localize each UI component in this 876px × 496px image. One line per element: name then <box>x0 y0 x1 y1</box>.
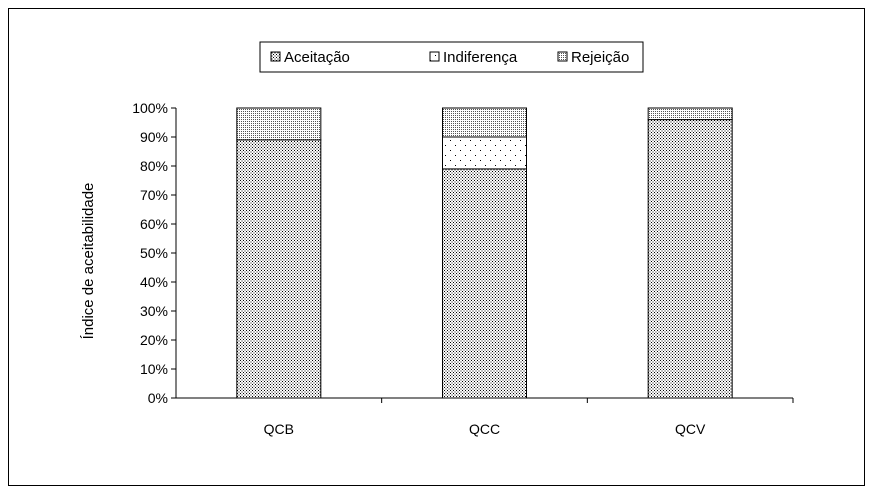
y-tick-label: 20% <box>140 332 168 348</box>
bars <box>236 107 733 399</box>
y-tick-label: 10% <box>140 361 168 377</box>
x-axis-ticks: QCB QCC QCV <box>264 398 794 437</box>
y-tick-label: 80% <box>140 158 168 174</box>
bar-qcb-rejeicao <box>236 107 322 141</box>
legend-box <box>259 41 644 73</box>
legend-swatch-aceitacao <box>270 51 281 62</box>
legend-label-rejeicao: Rejeição <box>571 49 629 66</box>
bar-qcb-aceitacao <box>236 139 322 399</box>
legend-swatch-indiferenca <box>429 51 440 62</box>
chart-frame: Aceitação Indiferença Rejeição Índice de a… <box>8 8 865 486</box>
legend-label-aceitacao: Aceitação <box>284 49 350 66</box>
y-tick-label: 60% <box>140 216 168 232</box>
y-axis-label: Índice de aceitabilidade <box>80 183 97 340</box>
legend-label-indiferenca: Indiferença <box>443 49 518 66</box>
y-axis-ticks: 0% 10% 20% 30% 40% 50% 60% 70% 80% 90% 100% <box>132 100 176 406</box>
y-tick-label: 0% <box>148 390 168 406</box>
stacked-bar-chart: Aceitação Indiferença Rejeição Índice de a… <box>80 41 794 437</box>
y-tick-label: 40% <box>140 274 168 290</box>
y-tick-label: 100% <box>132 100 168 116</box>
bar-qcc-aceitacao <box>442 168 527 399</box>
legend-swatch-rejeicao <box>557 51 568 62</box>
bar-qcv-rejeicao <box>647 107 733 121</box>
y-tick-label: 50% <box>140 245 168 261</box>
x-tick-label-qcv: QCV <box>675 421 706 437</box>
x-tick-label-qcc: QCC <box>469 421 500 437</box>
y-tick-label: 70% <box>140 187 168 203</box>
y-tick-label: 30% <box>140 303 168 319</box>
bar-qcc-rejeicao <box>442 107 527 138</box>
bar-qcv-aceitacao <box>647 119 733 399</box>
y-tick-label: 90% <box>140 129 168 145</box>
x-tick-label-qcb: QCB <box>264 421 294 437</box>
legend: Aceitação Indiferença Rejeição <box>259 41 644 73</box>
bar-qcc-indiferenca <box>442 136 527 170</box>
